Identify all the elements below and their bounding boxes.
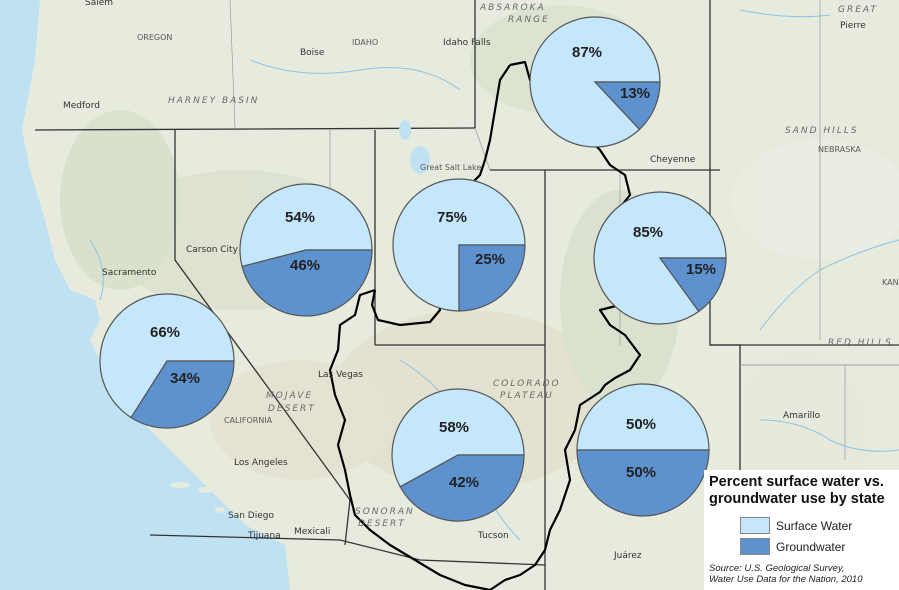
- city-san-diego: San Diego: [228, 511, 274, 521]
- state-label-california: CALIFORNIA: [224, 416, 273, 425]
- pie-colorado: 85% 15%: [593, 191, 727, 325]
- pie-label-ground-utah: 25%: [475, 251, 505, 268]
- pie-slice-ground-nevada: [241, 249, 373, 317]
- city-las-vegas: Las Vegas: [318, 370, 363, 380]
- city-salem: Salem: [85, 0, 113, 8]
- region-label-desert: DESERT: [268, 404, 316, 414]
- pie-slice-ground-arizona: [399, 454, 525, 522]
- state-label-idaho: IDAHO: [352, 38, 378, 47]
- pie-label-surface-arizona: 58%: [439, 419, 469, 436]
- city-mexicali: Mexicali: [294, 527, 330, 537]
- pie-label-surface-wyoming: 87%: [572, 44, 602, 61]
- state-label-nebraska: NEBRASKA: [818, 145, 861, 154]
- legend: Percent surface water vs. groundwater us…: [704, 470, 899, 590]
- pie-utah: 75% 25%: [392, 178, 526, 312]
- legend-item-groundwater: Groundwater: [740, 536, 895, 557]
- region-label-harney-basin: HARNEY BASIN: [168, 96, 259, 106]
- surface-water-swatch: [740, 517, 770, 534]
- legend-title-line2: groundwater use by state: [709, 491, 885, 507]
- pie-slice-surface-arizona: [391, 388, 525, 488]
- great-salt-lake: [410, 146, 430, 174]
- city-carson-city: Carson City: [186, 245, 239, 255]
- pie-slice-ground-utah: [458, 244, 526, 312]
- pie-slice-surface-utah: [392, 178, 526, 312]
- region-label-colorado: COLORADO: [493, 379, 561, 389]
- pie-label-surface-nevada: 54%: [285, 209, 315, 226]
- pacific-ocean: [0, 0, 290, 590]
- pie-label-ground-new-mexico: 50%: [626, 464, 656, 481]
- pie-arizona: 58% 42%: [391, 388, 525, 522]
- city-los-angeles: Los Angeles: [234, 458, 288, 468]
- city-medford: Medford: [63, 101, 100, 111]
- city-sacramento: Sacramento: [102, 268, 157, 278]
- pie-slice-ground-wyoming: [593, 81, 661, 131]
- lake: [399, 120, 411, 140]
- legend-title: Percent surface water vs. groundwater us…: [709, 474, 895, 508]
- legend-item-surface-water: Surface Water: [740, 515, 895, 536]
- legend-source: Source: U.S. Geological Survey, Water Us…: [709, 563, 895, 585]
- legend-label-groundwater: Groundwater: [776, 539, 846, 554]
- pie-slice-ground-colorado: [658, 257, 727, 313]
- city-boise: Boise: [300, 48, 325, 58]
- pie-label-surface-utah: 75%: [437, 209, 467, 226]
- region-label-sand-hills: SAND HILLS: [785, 126, 859, 136]
- basin-outline-north: [469, 64, 511, 186]
- region-label-absaroka: ABSAROKA: [479, 3, 546, 13]
- pie-new-mexico: 50% 50%: [576, 383, 710, 517]
- pie-slice-ground-california: [130, 360, 235, 429]
- region-label-sonoran: SONORAN: [355, 507, 415, 517]
- city-amarillo: Amarillo: [783, 411, 821, 421]
- city-idaho-falls: Idaho Falls: [443, 38, 491, 48]
- region-label-sonoran-desert: DESERT: [358, 519, 406, 529]
- pie-label-surface-new-mexico: 50%: [626, 416, 656, 433]
- city-pierre: Pierre: [840, 21, 866, 31]
- city-tucson: Tucson: [477, 531, 509, 541]
- channel-islands: [170, 482, 225, 513]
- region-label-mojave: MOJAVE: [266, 391, 313, 401]
- source-line1: Source: U.S. Geological Survey,: [709, 563, 845, 574]
- pie-charts: 87%13%54%46%75%25%85%15%66%34%58%42%50%5…: [99, 16, 727, 522]
- city-juarez: Juárez: [613, 551, 642, 561]
- legend-label-surface-water: Surface Water: [776, 518, 853, 533]
- pie-wyoming: 87% 13%: [529, 16, 661, 148]
- pie-nevada: 54% 46%: [239, 183, 373, 317]
- region-label-range: RANGE: [508, 15, 550, 25]
- region-label-great: GREAT: [838, 5, 878, 15]
- pie-label-ground-wyoming: 13%: [620, 85, 650, 102]
- region-label-plateau: PLATEAU: [500, 391, 554, 401]
- pie-label-surface-california: 66%: [150, 324, 180, 341]
- city-cheyenne: Cheyenne: [650, 155, 696, 165]
- pie-california: 66% 34%: [99, 293, 235, 429]
- pie-label-ground-colorado: 15%: [686, 261, 716, 278]
- pie-label-surface-colorado: 85%: [633, 224, 663, 241]
- pie-label-ground-arizona: 42%: [449, 474, 479, 491]
- lake-label-great-salt-lake: Great Salt Lake: [420, 163, 481, 172]
- city-tijuana: Tijuana: [247, 531, 281, 541]
- pie-label-ground-nevada: 46%: [290, 257, 320, 274]
- colorado-river-basin-outline: [328, 60, 652, 590]
- groundwater-swatch: [740, 538, 770, 555]
- source-line2: Water Use Data for the Nation, 2010: [709, 574, 863, 585]
- state-boundaries: [34, 0, 899, 590]
- region-label-red-hills: RED HILLS: [828, 338, 893, 348]
- pie-slice-surface-new-mexico: [576, 383, 710, 451]
- state-label-oregon: OREGON: [137, 33, 172, 42]
- pie-slice-surface-california: [99, 293, 235, 419]
- state-label-kansas: KAN: [882, 278, 899, 287]
- legend-title-line1: Percent surface water vs.: [709, 474, 884, 490]
- pie-label-ground-california: 34%: [170, 370, 200, 387]
- map-labels: GREAT Pierre SAND HILLS NEBRASKA RED HIL…: [63, 0, 899, 561]
- pie-slice-surface-nevada: [239, 183, 373, 268]
